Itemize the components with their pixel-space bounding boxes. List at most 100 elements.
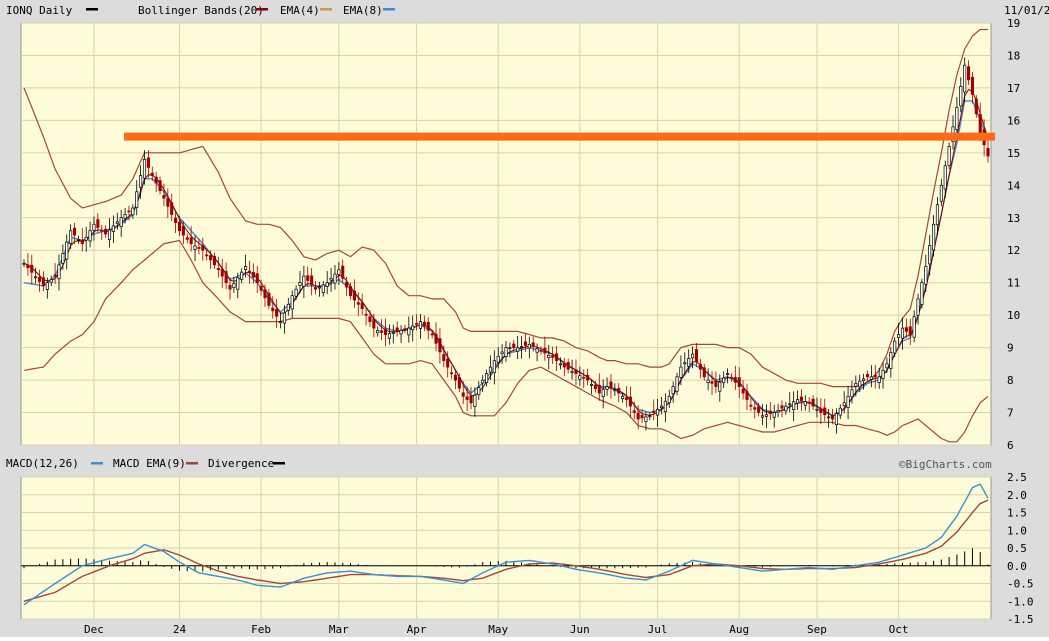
candle-body [757, 406, 761, 413]
candle-body [104, 228, 108, 235]
candle-body [675, 376, 679, 392]
candle-body [434, 333, 438, 344]
candle-body [862, 378, 866, 381]
candle-body [228, 284, 232, 290]
candle-body [177, 221, 182, 232]
candle-body [69, 230, 73, 245]
candle-body [558, 363, 562, 366]
candle-body [415, 323, 419, 325]
candle-body [57, 264, 61, 280]
candlesticks [22, 57, 990, 434]
candle-body [772, 412, 776, 418]
candle-body [749, 404, 753, 407]
x-tick-label: Jul [648, 623, 668, 636]
candle-body [473, 394, 477, 407]
candle-body [368, 316, 372, 322]
candle-body [321, 284, 325, 294]
candle-body [691, 353, 695, 359]
candle-body [142, 158, 147, 179]
candle-body [792, 401, 796, 410]
candle-body [865, 373, 870, 378]
candle-body [974, 98, 978, 115]
macd-label: MACD(12,26) [6, 457, 79, 470]
candle-body [939, 184, 943, 202]
candle-body [96, 219, 100, 228]
price-tick-label: 18 [1007, 49, 1020, 62]
bollinger-bands [23, 28, 989, 443]
candle-body [465, 396, 469, 400]
candle-body [978, 114, 982, 134]
candle-body [259, 285, 263, 291]
candle-body [547, 354, 551, 359]
candle-body [698, 363, 702, 370]
candle-body [597, 384, 601, 394]
candle-body [621, 395, 625, 400]
candle-body [131, 207, 135, 216]
candle-body [943, 165, 947, 190]
candle-body [671, 386, 675, 395]
candle-body [220, 268, 224, 277]
candle-body [446, 358, 450, 368]
candle-body [554, 353, 559, 361]
candle-body [613, 389, 617, 392]
candle-body [955, 107, 959, 130]
candle-body [512, 343, 516, 348]
macd-tick-label: 1.5 [1007, 507, 1027, 520]
candle-body [967, 66, 971, 81]
candle-body [986, 147, 990, 157]
bollinger-label: Bollinger Bands(20) [138, 4, 264, 17]
candle-body [450, 372, 454, 375]
macd-tick-label: -1.0 [1007, 595, 1034, 608]
candle-body [574, 369, 578, 374]
candle-body [644, 416, 648, 422]
price-tick-label: 10 [1007, 309, 1020, 322]
macd-legend-swatch [91, 462, 103, 465]
candle-body [80, 239, 84, 245]
candle-body [240, 271, 244, 280]
candle-body [53, 274, 57, 277]
candle-body [92, 223, 96, 231]
candle-body [570, 371, 574, 373]
candle-body [784, 405, 788, 412]
candle-body [403, 328, 407, 331]
candle-body [589, 384, 594, 386]
bollinger-legend-swatch [256, 8, 268, 11]
macd-line [23, 483, 989, 606]
candle-body [391, 332, 395, 334]
candle-body [492, 360, 496, 374]
candle-body [753, 407, 757, 410]
candle-body [395, 327, 399, 332]
candle-body [815, 408, 819, 411]
candle-body [827, 416, 831, 419]
candle-body [799, 396, 803, 401]
candle-body [251, 272, 255, 278]
candle-body [135, 191, 139, 208]
candle-body [26, 264, 30, 269]
candle-body [745, 391, 749, 400]
macd-lines [23, 483, 989, 606]
x-tick-label: May [488, 623, 508, 636]
x-tick-label: Jun [570, 623, 590, 636]
candle-body [877, 376, 881, 383]
candle-body [916, 298, 920, 316]
candle-body [61, 253, 65, 264]
candle-body [72, 227, 77, 236]
candle-body [858, 380, 862, 388]
candle-body [232, 283, 236, 288]
candle-body [578, 375, 582, 380]
candle-body [722, 377, 726, 384]
candle-body [551, 355, 555, 358]
candle-body [341, 265, 345, 279]
candle-body [718, 381, 722, 392]
candle-body [893, 340, 897, 354]
candle-body [663, 400, 667, 413]
candle-body [683, 362, 687, 365]
candle-body [881, 369, 885, 379]
candle-body [780, 405, 784, 409]
candle-body [830, 414, 835, 420]
candle-body [34, 276, 38, 279]
candle-body [897, 334, 901, 338]
candle-body [111, 225, 115, 232]
candle-body [854, 382, 858, 387]
